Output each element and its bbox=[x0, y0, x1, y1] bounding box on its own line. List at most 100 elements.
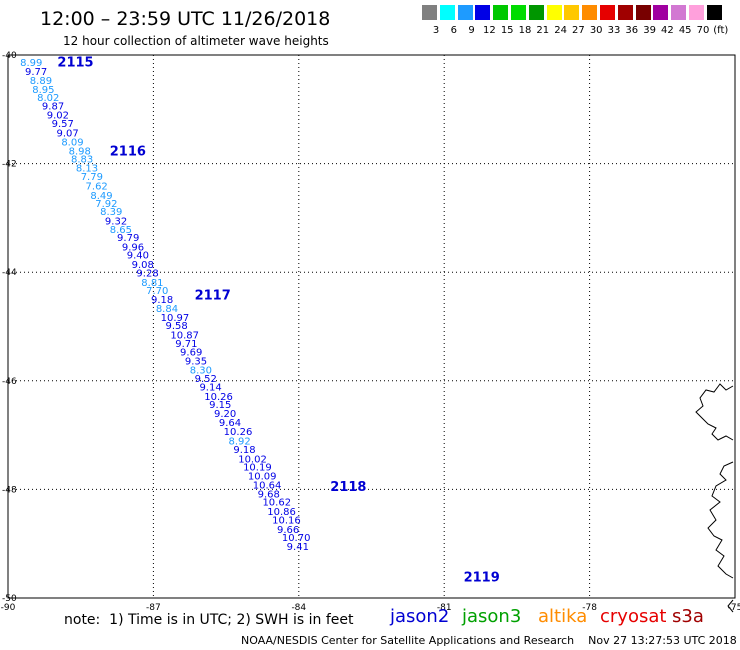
swh-value: 9.35 bbox=[185, 357, 207, 368]
swh-value: 9.57 bbox=[52, 119, 74, 130]
swh-value: 9.07 bbox=[56, 128, 78, 139]
color-scale-swatch bbox=[546, 5, 562, 20]
swh-value: 9.40 bbox=[127, 251, 149, 262]
y-tick-label: -40 bbox=[2, 51, 17, 61]
plot-frame bbox=[7, 54, 736, 599]
y-tick-label: -50 bbox=[2, 594, 17, 604]
color-scale-swatch bbox=[653, 5, 669, 20]
time-label: 2116 bbox=[110, 144, 146, 159]
swh-value: 9.71 bbox=[175, 339, 197, 350]
swh-value: 8.65 bbox=[110, 225, 132, 236]
color-scale-swatch bbox=[475, 5, 491, 20]
color-scale-swatch bbox=[511, 5, 526, 20]
swh-value: 8.13 bbox=[76, 164, 98, 175]
swh-value: 9.96 bbox=[122, 242, 144, 253]
swh-value: 9.02 bbox=[47, 111, 69, 122]
color-scale-swatch bbox=[671, 5, 687, 20]
swh-value: 8.81 bbox=[141, 278, 163, 289]
swh-value: 9.18 bbox=[233, 445, 255, 456]
satellite-jason2: jason2 bbox=[390, 606, 450, 627]
swh-value: 8.95 bbox=[32, 85, 54, 96]
x-tick-label: -81 bbox=[437, 603, 452, 613]
color-scale-label: 39 bbox=[643, 25, 656, 36]
x-tick-label: -84 bbox=[291, 603, 306, 613]
swh-value: 9.79 bbox=[117, 233, 139, 244]
color-scale-label: 70 bbox=[696, 25, 710, 36]
swh-value: 9.64 bbox=[219, 418, 241, 429]
color-scale-swatch bbox=[457, 5, 473, 20]
swh-value: 8.98 bbox=[69, 146, 91, 157]
swh-value: 8.92 bbox=[229, 436, 251, 447]
swh-value: 9.66 bbox=[277, 525, 299, 536]
color-scale-label: 6 bbox=[450, 25, 457, 36]
coastline bbox=[695, 383, 734, 441]
color-scale-swatch bbox=[689, 5, 704, 20]
swh-value: 8.83 bbox=[71, 155, 93, 166]
swh-value: 9.32 bbox=[105, 216, 127, 227]
swh-value: 8.39 bbox=[100, 207, 122, 218]
swh-value: 9.69 bbox=[180, 347, 202, 358]
y-tick-label: -44 bbox=[2, 268, 17, 278]
footer-credit: NOAA/NESDIS Center for Satellite Applica… bbox=[241, 634, 737, 647]
color-scale-label: 9 bbox=[468, 25, 475, 36]
x-tick-label: -75 bbox=[728, 603, 740, 613]
color-scale-label: 21 bbox=[536, 25, 550, 36]
swh-value: 9.14 bbox=[199, 383, 221, 394]
swh-value: 10.09 bbox=[248, 472, 277, 483]
swh-value: 7.70 bbox=[146, 286, 168, 297]
swh-value: 10.64 bbox=[253, 480, 282, 491]
color-scale-label: 15 bbox=[500, 25, 514, 36]
color-scale-swatch bbox=[493, 5, 509, 20]
satellite-altika: altika bbox=[538, 606, 588, 627]
swh-value: 9.68 bbox=[258, 490, 280, 501]
color-scale-label: 18 bbox=[518, 25, 532, 36]
swh-value: 8.99 bbox=[20, 58, 42, 69]
swh-value: 10.86 bbox=[267, 507, 296, 518]
y-tick-label: -46 bbox=[2, 377, 17, 387]
color-scale-label: 42 bbox=[661, 25, 674, 36]
note-text: note: 1) Time is in UTC; 2) SWH is in fe… bbox=[64, 612, 354, 628]
swh-value: 10.02 bbox=[238, 454, 267, 465]
satellite-cryosat: cryosat bbox=[600, 606, 667, 627]
color-scale-label: 12 bbox=[483, 25, 496, 36]
swh-value: 8.30 bbox=[190, 366, 212, 377]
swh-value: 10.62 bbox=[262, 498, 291, 509]
swh-value: 9.20 bbox=[214, 409, 236, 420]
swh-value: 9.15 bbox=[209, 400, 231, 411]
swh-value: 7.92 bbox=[95, 199, 117, 210]
swh-value: 10.70 bbox=[282, 533, 311, 544]
color-scale-swatch bbox=[582, 5, 598, 20]
swh-value: 9.52 bbox=[195, 374, 217, 385]
time-label: 2117 bbox=[195, 288, 231, 303]
color-scale-swatch bbox=[528, 5, 544, 20]
color-scale-swatch bbox=[564, 5, 580, 20]
y-tick-label: -48 bbox=[2, 485, 17, 495]
color-scale-swatch bbox=[706, 5, 722, 20]
swh-value: 10.26 bbox=[204, 392, 233, 403]
swh-value: 9.18 bbox=[151, 295, 173, 306]
swh-value: 10.26 bbox=[224, 427, 253, 438]
chart-title: 12:00 – 23:59 UTC 11/26/2018 bbox=[40, 8, 331, 30]
swh-value: 7.79 bbox=[81, 172, 103, 183]
swh-value: 9.28 bbox=[136, 269, 158, 280]
swh-value: 8.89 bbox=[30, 76, 52, 87]
swh-value: 9.58 bbox=[166, 321, 188, 332]
swh-value: 9.41 bbox=[287, 542, 309, 553]
swh-value: 7.62 bbox=[86, 182, 108, 193]
swh-value: 10.87 bbox=[170, 330, 199, 341]
color-scale-label: 24 bbox=[554, 25, 567, 36]
color-scale-label: (ft) bbox=[713, 25, 729, 36]
swh-value: 9.08 bbox=[132, 260, 154, 271]
color-scale-swatch bbox=[600, 5, 615, 20]
color-scale-swatch bbox=[439, 5, 455, 20]
color-scale-label: 3 bbox=[432, 25, 440, 36]
swh-value: 8.84 bbox=[156, 304, 178, 315]
swh-value: 10.16 bbox=[272, 516, 301, 527]
swh-value: 8.49 bbox=[90, 191, 112, 202]
color-scale-label: 33 bbox=[607, 25, 621, 36]
satellite-s3a: s3a bbox=[672, 606, 704, 627]
coastline bbox=[727, 599, 734, 613]
swh-value: 8.02 bbox=[37, 93, 59, 104]
time-label: 2118 bbox=[330, 480, 366, 495]
y-tick-label: -42 bbox=[2, 160, 17, 170]
